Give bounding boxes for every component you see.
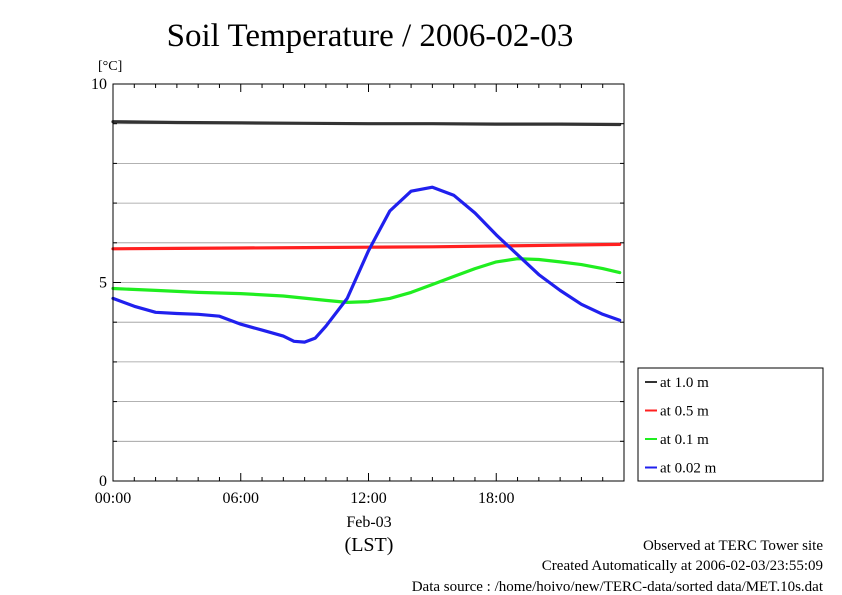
legend-label-3: at 0.02 m <box>660 461 717 477</box>
chart-title: Soil Temperature / 2006-02-03 <box>167 18 574 54</box>
y-axis-unit: [°C] <box>98 59 122 74</box>
series-line-1 <box>111 242 622 251</box>
axis-ticks: 0 5 10 00:00 06:00 12:00 18:00 <box>91 76 624 507</box>
y-tick-label: 5 <box>99 275 107 292</box>
series-line-0 <box>111 120 622 127</box>
x-tick-label: 12:00 <box>350 490 386 507</box>
x-tick-label: 00:00 <box>95 490 131 507</box>
legend-label-1: at 0.5 m <box>660 404 709 420</box>
legend-label-2: at 0.1 m <box>660 432 709 448</box>
series-lines <box>111 120 622 344</box>
series-line-2 <box>111 257 622 304</box>
legend-label-0: at 1.0 m <box>660 375 709 391</box>
series-line-3 <box>111 185 622 344</box>
x-tick-label: 18:00 <box>478 490 514 507</box>
legend-box <box>637 367 824 482</box>
footer-created: Created Automatically at 2006-02-03/23:5… <box>542 558 823 574</box>
footer-observed: Observed at TERC Tower site <box>643 538 823 554</box>
footer-data-source: Data source : /home/hoivo/new/TERC-data/… <box>412 579 824 595</box>
x-date-label: Feb-03 <box>346 514 391 531</box>
y-tick-label: 0 <box>99 473 107 490</box>
y-tick-label: 10 <box>91 76 107 93</box>
legend: at 1.0 m at 0.5 m at 0.1 m at 0.02 m <box>637 367 824 482</box>
x-tick-label: 06:00 <box>223 490 259 507</box>
x-axis-label: (LST) <box>345 534 394 556</box>
